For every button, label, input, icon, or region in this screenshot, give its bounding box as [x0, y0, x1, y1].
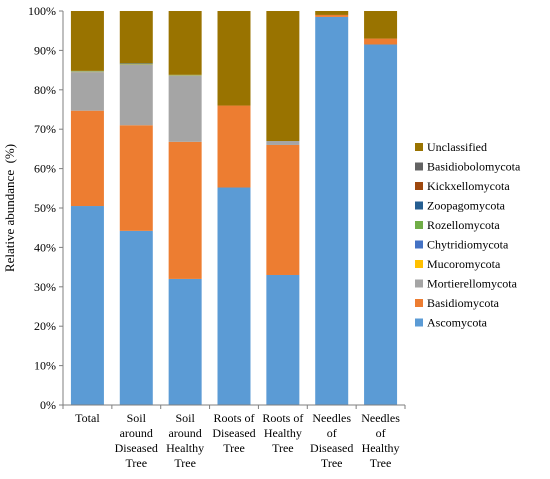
bar-segment-basidiomycota	[70, 110, 104, 207]
bar-segment-basidiomycota	[168, 141, 202, 279]
bar-segment-unclassified	[364, 11, 398, 39]
legend-label-ascomycota: Ascomycota	[427, 316, 488, 330]
x-category-label: Needles of Diseased Tree	[310, 411, 353, 470]
legend-label-zoopagomycota: Zoopagomycota	[427, 199, 506, 213]
bar-segment-unclassified	[315, 11, 349, 15]
bar-segment-ascomycota	[217, 187, 251, 405]
legend-swatch-mortierellomycota	[415, 279, 423, 288]
bar-segment-mortierellomycota	[266, 141, 300, 145]
bar-segment-mortierellomycota	[168, 76, 202, 142]
y-tick-label: 10%	[34, 359, 56, 373]
legend-swatch-mucoromycota	[415, 260, 423, 268]
bar-segment-basidiomycota	[217, 105, 251, 188]
x-category-label: Soil around Healthy Tree	[166, 411, 204, 470]
bar-segment-ascomycota	[168, 278, 202, 405]
bar-segment-unclassified	[266, 11, 300, 142]
legend-swatch-rozellomycota	[415, 221, 423, 229]
bar-segment-ascomycota	[315, 16, 349, 405]
bar-segment-ascomycota	[119, 230, 153, 405]
y-axis: 0% 10% 20% 30% 40% 50% 60% 70% 80% 90% 100%	[28, 4, 64, 412]
bar-segment-ascomycota	[266, 274, 300, 405]
bar-segment-basidiomycota	[119, 125, 153, 231]
y-tick-label: 30%	[34, 280, 56, 294]
x-category-label: Roots of Healthy Tree	[262, 411, 303, 455]
legend-swatch-kickxellomycota	[415, 182, 423, 190]
legend-swatch-chytridiomycota	[415, 240, 423, 249]
bar-segment-ascomycota	[364, 44, 398, 406]
legend-label-chytridiomycota: Chytridiomycota	[427, 238, 509, 252]
x-category-label: Roots of Diseased Tree	[212, 411, 255, 455]
bar-segment-mortierellomycota	[70, 72, 104, 111]
legend: Unclassified Basidiobolomycota Kickxellomy…	[415, 140, 521, 330]
y-tick-label: 100%	[28, 4, 56, 18]
legend-label-basidiobolomycota: Basidiobolomycota	[427, 160, 521, 174]
bar-segment-unclassified	[70, 11, 104, 71]
legend-label-basidiomycota: Basidiomycota	[427, 296, 500, 310]
x-category-label: Total	[75, 411, 100, 425]
y-tick-label: 0%	[40, 398, 56, 412]
y-axis-label: Relative abundance (%)	[2, 144, 17, 272]
legend-label-kickxellomycota: Kickxellomycota	[427, 179, 510, 193]
legend-swatch-zoopagomycota	[415, 201, 423, 210]
legend-label-mucoromycota: Mucoromycota	[427, 257, 501, 271]
y-tick-label: 60%	[34, 162, 56, 176]
bar-segment-basidiomycota	[266, 144, 300, 275]
legend-label-unclassified: Unclassified	[427, 140, 487, 154]
bar-segment-ascomycota	[70, 206, 104, 405]
legend-swatch-basidiomycota	[415, 299, 423, 307]
legend-swatch-ascomycota	[415, 318, 423, 327]
y-tick-label: 90%	[34, 43, 56, 57]
y-tick-label: 40%	[34, 240, 56, 254]
bar-segment-unclassified	[217, 11, 251, 106]
legend-label-mortierellomycota: Mortierellomycota	[427, 277, 518, 291]
bar-segment-unclassified	[168, 11, 202, 75]
y-tick-label: 80%	[34, 83, 56, 97]
bars	[70, 11, 398, 406]
x-category-label: Soil around Diseased Tree	[115, 411, 158, 470]
x-category-label: Needles of Healthy Tree	[361, 411, 400, 470]
bar-segment-basidiomycota	[315, 14, 349, 17]
y-tick-label: 20%	[34, 319, 56, 333]
legend-swatch-basidiobolomycota	[415, 162, 423, 171]
legend-swatch-unclassified	[415, 143, 423, 151]
bar-segment-mortierellomycota	[119, 64, 153, 126]
y-tick-label: 50%	[34, 201, 56, 215]
legend-label-rozellomycota: Rozellomycota	[427, 218, 500, 232]
bar-segment-basidiomycota	[364, 38, 398, 45]
y-tick-label: 70%	[34, 122, 56, 136]
bar-segment-unclassified	[119, 11, 153, 64]
